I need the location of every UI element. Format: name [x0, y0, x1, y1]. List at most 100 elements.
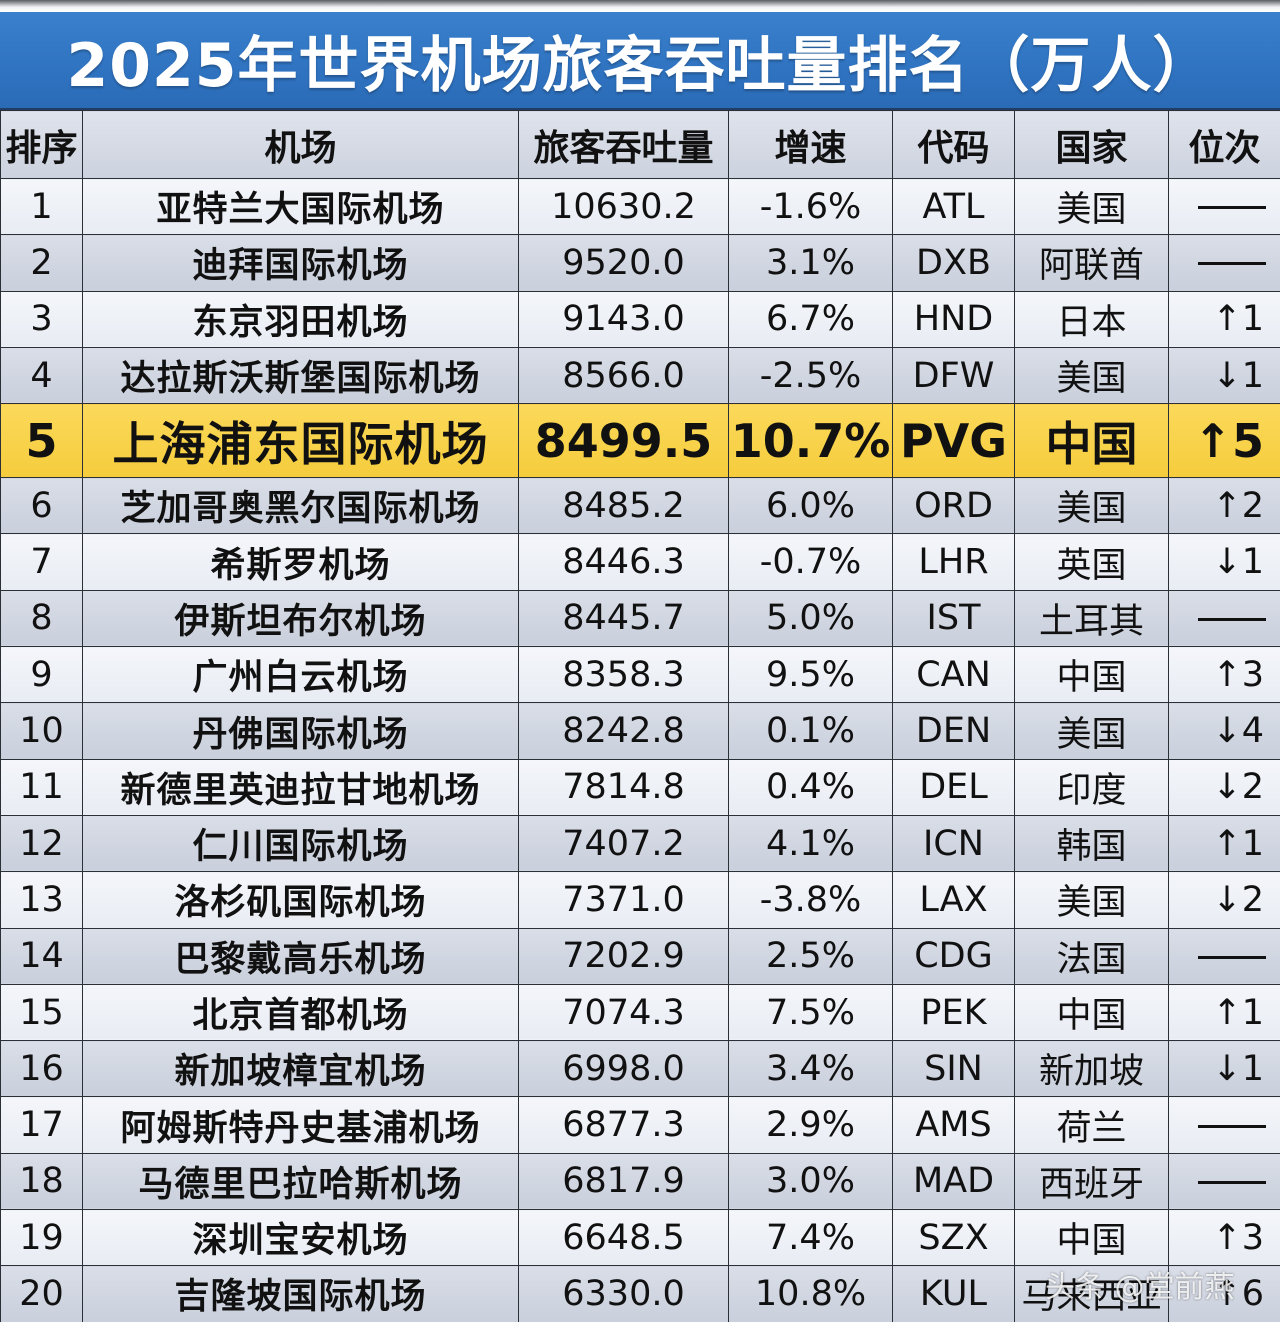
cell-rank: 7	[0, 533, 83, 591]
header-change: 位次	[1168, 110, 1280, 179]
cell-code: ATL	[892, 177, 1015, 236]
cell-airport: 亚特兰大国际机场	[82, 177, 519, 236]
cell-passengers: 6817.9	[518, 1152, 729, 1211]
cell-country: 法国	[1014, 927, 1169, 985]
no-change-dash-icon	[1198, 1124, 1266, 1128]
cell-change: ↑3	[1168, 1209, 1280, 1267]
cell-passengers: 9520.0	[518, 234, 729, 292]
cell-country: 美国	[1014, 477, 1169, 535]
cell-airport: 吉隆坡国际机场	[82, 1265, 519, 1322]
cell-growth: -1.6%	[728, 177, 893, 236]
cell-code: KUL	[892, 1265, 1015, 1322]
table-row: 14 巴黎戴高乐机场 7202.9 2.5% CDG 法国	[0, 927, 1280, 985]
cell-passengers: 8499.5	[518, 403, 729, 479]
cell-growth: 6.0%	[728, 477, 893, 535]
cell-growth: -0.7%	[728, 533, 893, 591]
header-growth: 增速	[728, 110, 893, 179]
cell-growth: 10.7%	[728, 403, 893, 479]
table-row: 12 仁川国际机场 7407.2 4.1% ICN 韩国 ↑1	[0, 814, 1280, 873]
cell-change: ↑6	[1168, 1265, 1280, 1322]
cell-growth: 6.7%	[728, 290, 893, 348]
cell-country: 中国	[1014, 403, 1169, 479]
cell-change: ↓1	[1168, 533, 1280, 591]
table-row: 2 迪拜国际机场 9520.0 3.1% DXB 阿联酋	[0, 234, 1280, 292]
table-row: 4 达拉斯沃斯堡国际机场 8566.0 -2.5% DFW 美国 ↓1	[0, 346, 1280, 405]
cell-rank: 17	[0, 1096, 83, 1154]
cell-change: ↑1	[1168, 814, 1280, 873]
cell-country: 西班牙	[1014, 1152, 1169, 1211]
cell-rank: 6	[0, 477, 83, 535]
cell-growth: -2.5%	[728, 346, 893, 405]
header-passengers: 旅客吞吐量	[518, 110, 729, 179]
cell-change: ↑1	[1168, 290, 1280, 348]
cell-airport: 伊斯坦布尔机场	[82, 589, 519, 648]
cell-rank: 20	[0, 1265, 83, 1322]
cell-change: ↑3	[1168, 646, 1280, 704]
cell-code: ORD	[892, 477, 1015, 535]
cell-country: 中国	[1014, 983, 1169, 1042]
cell-passengers: 7814.8	[518, 758, 729, 816]
cell-change	[1168, 1096, 1280, 1154]
header-rank: 排序	[0, 110, 83, 179]
cell-change	[1168, 589, 1280, 648]
table-body: 1 亚特兰大国际机场 10630.2 -1.6% ATL 美国 2 迪拜国际机场 9520.0 3…	[0, 177, 1280, 1322]
title-banner: 2025年世界机场旅客吞吐量排名（万人）	[0, 12, 1280, 110]
no-change-dash-icon	[1198, 1180, 1266, 1184]
cell-change: ↓2	[1168, 758, 1280, 816]
cell-country: 美国	[1014, 177, 1169, 236]
cell-code: DFW	[892, 346, 1015, 405]
header-country: 国家	[1014, 110, 1169, 179]
cell-country: 美国	[1014, 871, 1169, 929]
cell-airport: 新加坡樟宜机场	[82, 1040, 519, 1098]
cell-country: 日本	[1014, 290, 1169, 348]
cell-code: SIN	[892, 1040, 1015, 1098]
no-change-dash-icon	[1198, 262, 1266, 266]
cell-change: ↑1	[1168, 983, 1280, 1042]
cell-passengers: 6998.0	[518, 1040, 729, 1098]
no-change-dash-icon	[1198, 955, 1266, 959]
top-strip	[0, 0, 1280, 12]
cell-change	[1168, 234, 1280, 292]
cell-airport: 迪拜国际机场	[82, 234, 519, 292]
cell-airport: 芝加哥奥黑尔国际机场	[82, 477, 519, 535]
cell-rank: 8	[0, 589, 83, 648]
cell-growth: 4.1%	[728, 814, 893, 873]
cell-airport: 洛杉矶国际机场	[82, 871, 519, 929]
cell-airport: 北京首都机场	[82, 983, 519, 1042]
cell-rank: 12	[0, 814, 83, 873]
cell-change: ↓1	[1168, 1040, 1280, 1098]
cell-change: ↓4	[1168, 702, 1280, 760]
cell-passengers: 6877.3	[518, 1096, 729, 1154]
cell-rank: 3	[0, 290, 83, 348]
table-row: 20 吉隆坡国际机场 6330.0 10.8% KUL 马来西亚 ↑6	[0, 1265, 1280, 1322]
table-row: 11 新德里英迪拉甘地机场 7814.8 0.4% DEL 印度 ↓2	[0, 758, 1280, 816]
cell-rank: 10	[0, 702, 83, 760]
cell-code: ICN	[892, 814, 1015, 873]
cell-airport: 达拉斯沃斯堡国际机场	[82, 346, 519, 405]
cell-country: 土耳其	[1014, 589, 1169, 648]
cell-code: LAX	[892, 871, 1015, 929]
cell-code: DXB	[892, 234, 1015, 292]
cell-rank: 5	[0, 403, 83, 479]
table-row: 1 亚特兰大国际机场 10630.2 -1.6% ATL 美国	[0, 177, 1280, 236]
cell-airport: 东京羽田机场	[82, 290, 519, 348]
cell-airport: 仁川国际机场	[82, 814, 519, 873]
cell-country: 马来西亚	[1014, 1265, 1169, 1322]
cell-airport: 马德里巴拉哈斯机场	[82, 1152, 519, 1211]
no-change-dash-icon	[1198, 617, 1266, 621]
table-row: 19 深圳宝安机场 6648.5 7.4% SZX 中国 ↑3	[0, 1209, 1280, 1267]
cell-passengers: 8445.7	[518, 589, 729, 648]
cell-country: 美国	[1014, 702, 1169, 760]
cell-passengers: 7371.0	[518, 871, 729, 929]
cell-growth: 0.1%	[728, 702, 893, 760]
cell-airport: 阿姆斯特丹史基浦机场	[82, 1096, 519, 1154]
cell-change	[1168, 177, 1280, 236]
table-row: 18 马德里巴拉哈斯机场 6817.9 3.0% MAD 西班牙	[0, 1152, 1280, 1211]
cell-airport: 深圳宝安机场	[82, 1209, 519, 1267]
cell-growth: 2.9%	[728, 1096, 893, 1154]
header-airport: 机场	[82, 110, 519, 179]
table-row: 10 丹佛国际机场 8242.8 0.1% DEN 美国 ↓4	[0, 702, 1280, 760]
no-change-dash-icon	[1198, 206, 1266, 210]
cell-passengers: 9143.0	[518, 290, 729, 348]
